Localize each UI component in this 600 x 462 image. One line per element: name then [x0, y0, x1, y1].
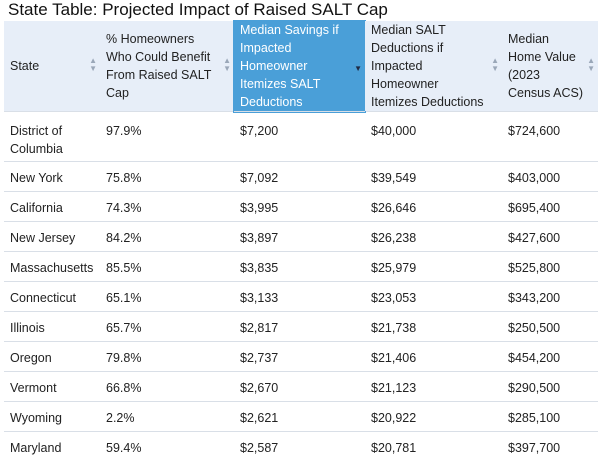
cell-median-home-value: $403,000 — [502, 161, 598, 192]
cell-median-savings: $3,835 — [234, 251, 365, 282]
col-header-median-salt-deductions[interactable]: Median SALT Deductions if Impacted Homeo… — [365, 21, 502, 112]
cell-median-salt-deductions: $39,549 — [365, 161, 502, 192]
cell-median-salt-deductions: $21,123 — [365, 371, 502, 402]
cell-median-salt-deductions: $21,406 — [365, 341, 502, 372]
col-header-median-home-value[interactable]: Median Home Value (2023 Census ACS) ▲ ▼ — [502, 21, 598, 112]
table-row: Connecticut 65.1% $3,133 $23,053 $343,200 — [4, 281, 598, 312]
cell-median-salt-deductions: $21,738 — [365, 311, 502, 342]
table-row: Vermont 66.8% $2,670 $21,123 $290,500 — [4, 371, 598, 402]
cell-median-home-value: $427,600 — [502, 221, 598, 252]
cell-pct-homeowners: 84.2% — [100, 221, 234, 252]
sort-icon: ▲ ▼ — [491, 56, 499, 73]
cell-pct-homeowners: 65.1% — [100, 281, 234, 312]
cell-state: Wyoming — [4, 401, 100, 432]
cell-median-salt-deductions: $26,238 — [365, 221, 502, 252]
cell-median-savings: $3,995 — [234, 191, 365, 222]
cell-pct-homeowners: 65.7% — [100, 311, 234, 342]
cell-median-home-value: $695,400 — [502, 191, 598, 222]
cell-median-savings: $2,587 — [234, 431, 365, 462]
sort-desc-icon: ▲▼ — [354, 64, 362, 73]
table-row: New Jersey 84.2% $3,897 $26,238 $427,600 — [4, 221, 598, 252]
salt-table: State ▲ ▼ % Homeowners Who Could Benefit … — [4, 20, 598, 462]
cell-median-savings: $2,817 — [234, 311, 365, 342]
header-row: State ▲ ▼ % Homeowners Who Could Benefit … — [4, 20, 598, 113]
cell-pct-homeowners: 2.2% — [100, 401, 234, 432]
cell-median-home-value: $525,800 — [502, 251, 598, 282]
cell-pct-homeowners: 75.8% — [100, 161, 234, 192]
table-row: District of Columbia 97.9% $7,200 $40,000 $7… — [4, 111, 598, 162]
cell-state: District of Columbia — [4, 111, 100, 162]
cell-median-salt-deductions: $20,781 — [365, 431, 502, 462]
cell-median-salt-deductions: $25,979 — [365, 251, 502, 282]
cell-median-home-value: $250,500 — [502, 311, 598, 342]
table-title: State Table: Projected Impact of Raised … — [8, 0, 388, 19]
cell-pct-homeowners: 74.3% — [100, 191, 234, 222]
cell-state: New Jersey — [4, 221, 100, 252]
table-row: New York 75.8% $7,092 $39,549 $403,000 — [4, 161, 598, 192]
cell-median-savings: $2,621 — [234, 401, 365, 432]
cell-median-savings: $3,897 — [234, 221, 365, 252]
cell-median-home-value: $397,700 — [502, 431, 598, 462]
sort-icon: ▲ ▼ — [587, 56, 595, 73]
sort-icon: ▲ ▼ — [89, 56, 97, 73]
cell-median-home-value: $343,200 — [502, 281, 598, 312]
cell-state: Oregon — [4, 341, 100, 372]
cell-median-home-value: $454,200 — [502, 341, 598, 372]
col-header-median-savings[interactable]: Median Savings if Impacted Homeowner Ite… — [233, 20, 366, 113]
cell-state: New York — [4, 161, 100, 192]
cell-state: Vermont — [4, 371, 100, 402]
cell-pct-homeowners: 79.8% — [100, 341, 234, 372]
cell-state: California — [4, 191, 100, 222]
col-header-homeowners-benefit[interactable]: % Homeowners Who Could Benefit From Rais… — [100, 21, 234, 112]
table-row: Illinois 65.7% $2,817 $21,738 $250,500 — [4, 311, 598, 342]
cell-pct-homeowners: 97.9% — [100, 111, 234, 162]
sort-icon: ▲ ▼ — [223, 56, 231, 73]
table-row: Wyoming 2.2% $2,621 $20,922 $285,100 — [4, 401, 598, 432]
cell-state: Maryland — [4, 431, 100, 462]
cell-median-savings: $3,133 — [234, 281, 365, 312]
cell-median-salt-deductions: $20,922 — [365, 401, 502, 432]
cell-median-savings: $7,200 — [234, 111, 365, 162]
table-row: California 74.3% $3,995 $26,646 $695,400 — [4, 191, 598, 222]
table-row: Maryland 59.4% $2,587 $20,781 $397,700 — [4, 431, 598, 462]
cell-median-home-value: $285,100 — [502, 401, 598, 432]
table-row: Oregon 79.8% $2,737 $21,406 $454,200 — [4, 341, 598, 372]
cell-median-savings: $2,670 — [234, 371, 365, 402]
cell-state: Illinois — [4, 311, 100, 342]
cell-state: Massachusetts — [4, 251, 100, 282]
cell-median-savings: $2,737 — [234, 341, 365, 372]
cell-pct-homeowners: 59.4% — [100, 431, 234, 462]
cell-state: Connecticut — [4, 281, 100, 312]
cell-median-savings: $7,092 — [234, 161, 365, 192]
table-row: Massachusetts 85.5% $3,835 $25,979 $525,800 — [4, 251, 598, 282]
cell-median-home-value: $290,500 — [502, 371, 598, 402]
cell-pct-homeowners: 66.8% — [100, 371, 234, 402]
cell-median-salt-deductions: $26,646 — [365, 191, 502, 222]
cell-pct-homeowners: 85.5% — [100, 251, 234, 282]
cell-median-salt-deductions: $23,053 — [365, 281, 502, 312]
col-header-state[interactable]: State ▲ ▼ — [4, 21, 100, 112]
cell-median-salt-deductions: $40,000 — [365, 111, 502, 162]
cell-median-home-value: $724,600 — [502, 111, 598, 162]
